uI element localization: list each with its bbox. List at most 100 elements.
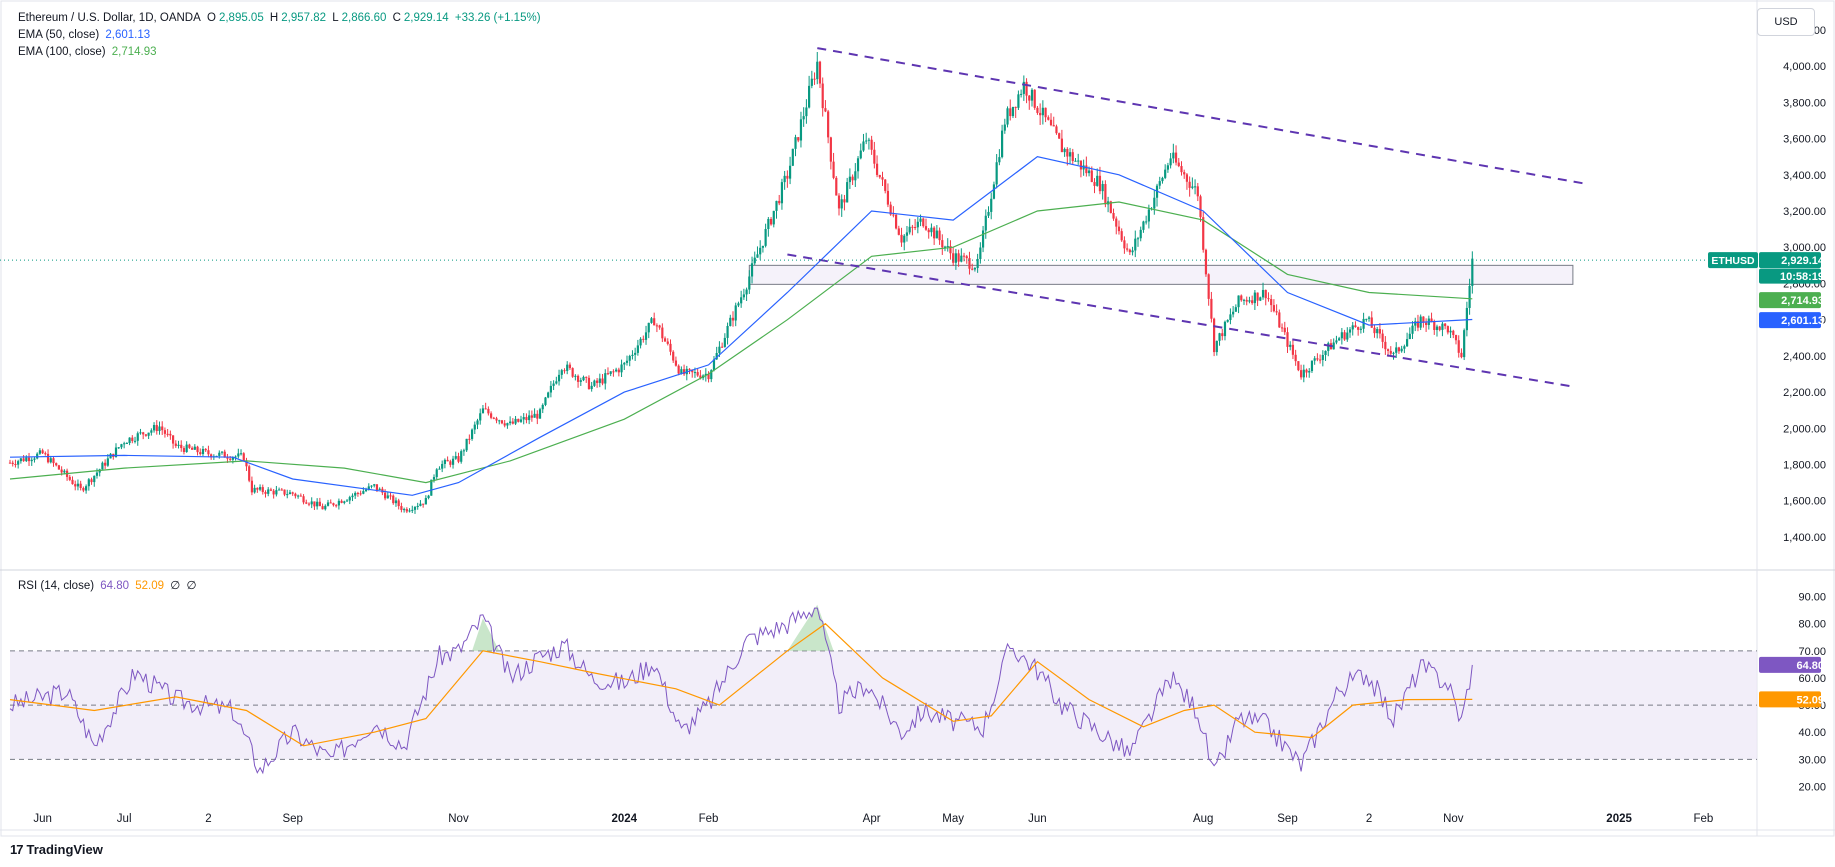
- candle-body: [731, 317, 735, 321]
- candle-body: [636, 345, 639, 353]
- candle-body: [1430, 318, 1433, 322]
- candle-body: [625, 360, 629, 363]
- candle-body: [1025, 81, 1028, 96]
- candle-body: [419, 503, 422, 506]
- candle-body: [1098, 175, 1102, 192]
- candle-body: [188, 444, 191, 448]
- candle-body: [688, 368, 691, 370]
- ema50-tag-text: 2,601.13: [1781, 315, 1824, 327]
- candle-body: [174, 443, 177, 446]
- candle-body: [740, 297, 743, 304]
- candle-body: [745, 289, 748, 295]
- candle-body: [1395, 347, 1398, 353]
- candle-body: [49, 458, 52, 463]
- rsi-value: 64.80: [100, 580, 130, 592]
- candle-body: [383, 492, 387, 499]
- candle-body: [416, 505, 419, 508]
- candle-body: [324, 505, 327, 510]
- candle-body: [658, 325, 661, 328]
- close-value: 2,929.14: [403, 12, 449, 24]
- candle-body: [27, 457, 31, 462]
- ema50-legend[interactable]: EMA (50, close) 2,601.13: [18, 27, 153, 43]
- candle-body: [962, 255, 966, 257]
- candle-body: [764, 228, 767, 246]
- candle-body: [286, 494, 289, 496]
- candle-body: [783, 175, 786, 183]
- candle-body: [1259, 297, 1262, 301]
- candle-body: [1275, 311, 1278, 313]
- candle-body: [946, 245, 949, 247]
- candle-body: [46, 453, 50, 463]
- candle-body: [1376, 329, 1379, 334]
- candle-body: [824, 108, 827, 112]
- candle-body: [438, 468, 441, 470]
- price-tick-label: 3,000.00: [1783, 242, 1826, 254]
- candle-body: [560, 370, 563, 375]
- candle-body: [981, 230, 985, 248]
- candle-body: [1403, 346, 1406, 349]
- ema100-tag-bg: [1759, 292, 1821, 309]
- currency-button[interactable]: USD: [1757, 8, 1815, 36]
- rsi-legend[interactable]: RSI (14, close) 64.80 52.09 ∅ ∅: [18, 578, 200, 594]
- candle-body: [253, 487, 256, 493]
- candle-body: [465, 438, 468, 451]
- candle-body: [1215, 340, 1218, 353]
- candle-body: [617, 369, 620, 373]
- candle-body: [291, 492, 294, 494]
- candle-body: [1405, 339, 1409, 347]
- candle-body: [778, 200, 781, 204]
- tradingview-brand[interactable]: 17 TradingView: [10, 842, 103, 857]
- candle-body: [886, 190, 890, 205]
- rsi-ma-tag-text: 52.09: [1796, 694, 1824, 706]
- candle-body: [549, 385, 552, 393]
- candle-body: [1444, 323, 1447, 327]
- candle-body: [837, 195, 841, 209]
- candle-body: [1308, 371, 1311, 373]
- candle-body: [788, 165, 792, 179]
- price-tick-label: 3,200.00: [1783, 206, 1826, 218]
- candle-body: [1251, 300, 1254, 304]
- candle-body: [590, 385, 593, 390]
- candle-body: [576, 375, 580, 382]
- candle-body: [873, 149, 876, 164]
- time-tick-label: Jun: [33, 813, 52, 825]
- candle-body: [813, 78, 816, 80]
- candle-body: [541, 404, 544, 410]
- candle-body: [30, 459, 33, 462]
- candle-body: [443, 459, 446, 464]
- candle-body: [297, 495, 300, 497]
- price-tick-label: 1,600.00: [1783, 496, 1826, 508]
- candle-body: [359, 493, 362, 495]
- candle-body: [525, 417, 528, 421]
- candle-body: [1332, 342, 1335, 350]
- candle-body: [242, 453, 245, 461]
- candle-body: [275, 490, 278, 495]
- candle-body: [519, 419, 523, 422]
- candle-body: [663, 338, 667, 342]
- candle-body: [1408, 333, 1411, 340]
- candle-body: [207, 450, 210, 455]
- candle-body: [229, 458, 232, 460]
- candle-body: [299, 495, 302, 497]
- candle-body: [1033, 89, 1036, 108]
- candle-body: [41, 450, 44, 454]
- candle-body: [261, 487, 264, 493]
- ema100-tag: 2,714.93: [1759, 292, 1824, 309]
- candle-body: [574, 375, 577, 377]
- candle-body: [1128, 249, 1131, 253]
- candle-body: [343, 501, 346, 503]
- price-tick-label: 1,400.00: [1783, 532, 1826, 544]
- candle-body: [329, 502, 332, 504]
- candle-body: [373, 484, 376, 486]
- candle-body: [1454, 335, 1458, 341]
- candle-body: [36, 453, 39, 459]
- candle-body: [1147, 209, 1150, 222]
- candle-body: [761, 245, 765, 248]
- ema100-legend[interactable]: EMA (100, close) 2,714.93: [18, 44, 160, 60]
- candle-body: [1022, 81, 1025, 94]
- candle-body: [601, 378, 604, 384]
- candle-body: [710, 370, 713, 380]
- candle-body: [1223, 321, 1227, 337]
- ema100-line: [9, 201, 1473, 484]
